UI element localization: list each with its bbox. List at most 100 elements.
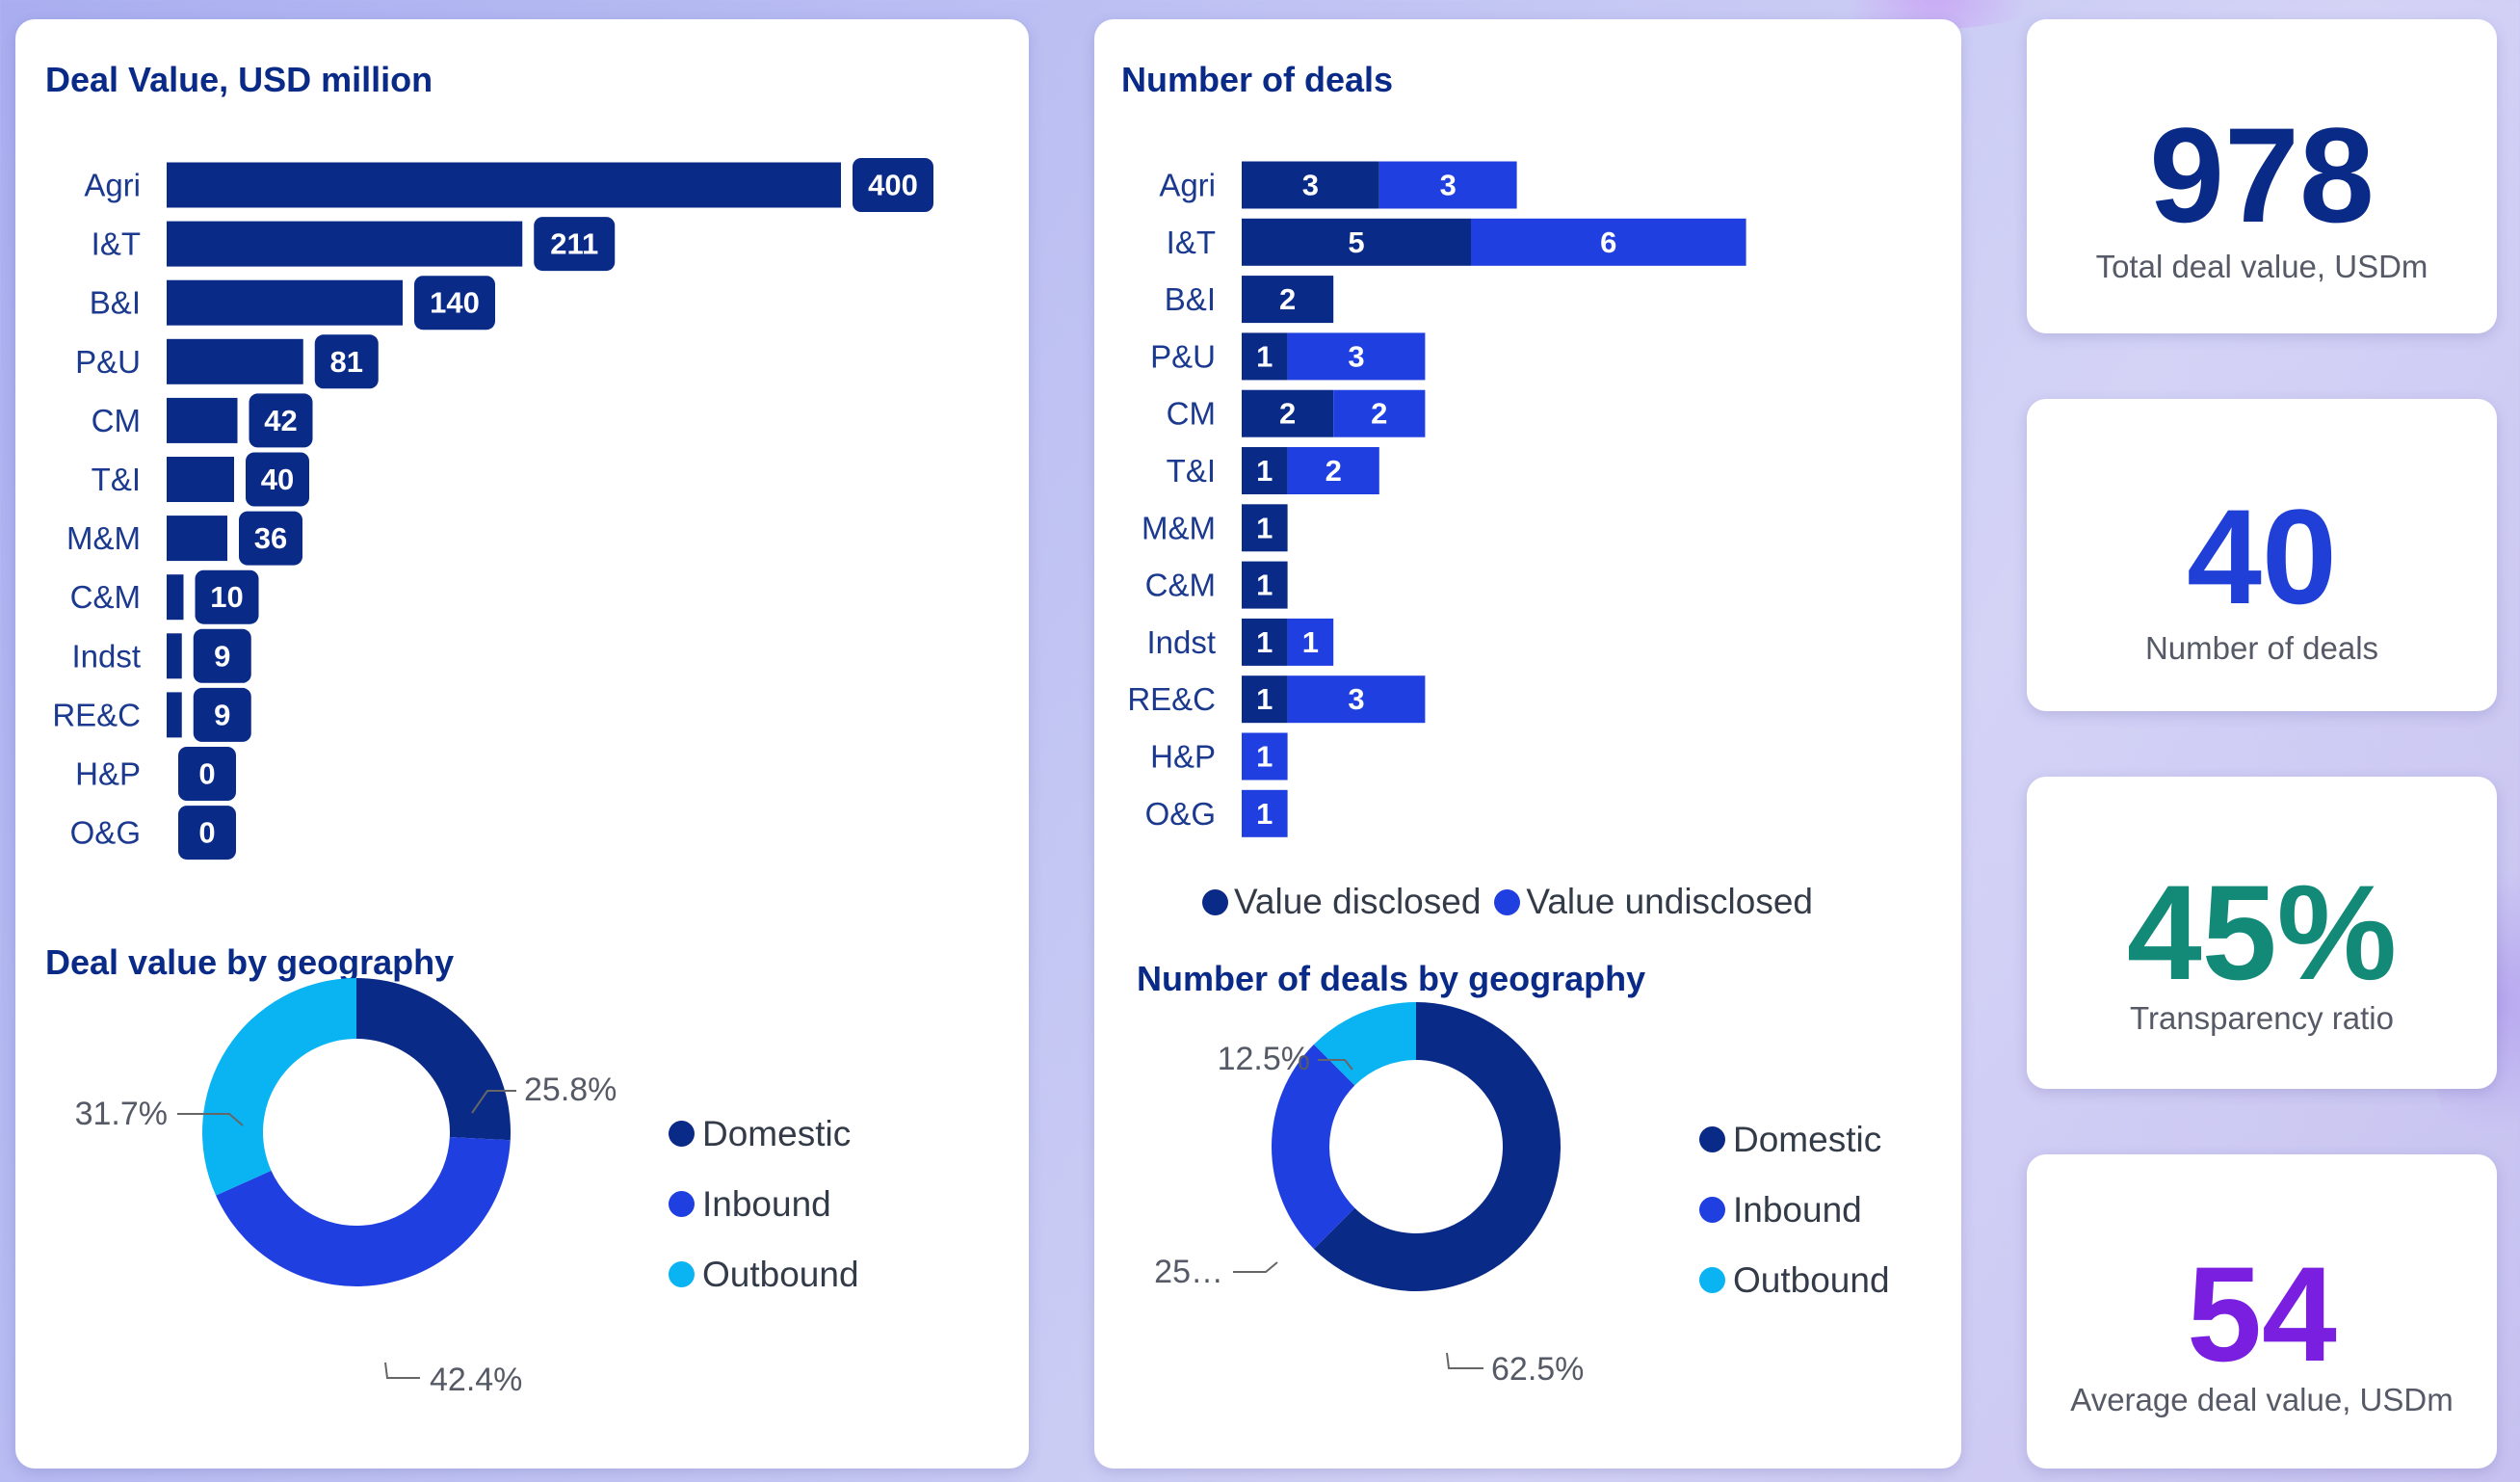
category-label: CM bbox=[1167, 396, 1216, 432]
kpi-card-total-value: 978 Total deal value, USDm bbox=[2027, 19, 2497, 333]
data-label: 25.8% bbox=[524, 1072, 617, 1108]
data-label: 1 bbox=[1256, 569, 1273, 602]
data-label: 0 bbox=[198, 816, 215, 850]
bar bbox=[167, 338, 303, 384]
legend-label: Inbound bbox=[1733, 1189, 1862, 1230]
bar bbox=[167, 279, 403, 326]
category-label: I&T bbox=[92, 226, 141, 262]
deal-count-geo-donut: 62.5% 25… 12.5% bbox=[1154, 1002, 1584, 1388]
data-label: 2 bbox=[1326, 454, 1342, 488]
deal-count-geo-title: Number of deals by geography bbox=[1137, 959, 1646, 998]
legend-label: Outbound bbox=[1733, 1259, 1890, 1300]
bar-undisclosed bbox=[1471, 218, 1746, 266]
bar-disclosed bbox=[1242, 504, 1288, 552]
data-label: 42.4% bbox=[430, 1362, 522, 1398]
legend-label: Value undisclosed bbox=[1526, 882, 1813, 921]
category-label: RE&C bbox=[52, 697, 141, 732]
category-label: P&U bbox=[1150, 338, 1216, 374]
data-label: 2 bbox=[1371, 397, 1387, 431]
bar-undisclosed bbox=[1242, 789, 1288, 837]
leader-line bbox=[471, 1090, 516, 1114]
legend-item-value-undisclosed[interactable]: Value undisclosed bbox=[1494, 882, 1813, 922]
data-label: 10 bbox=[210, 580, 243, 614]
bar-undisclosed bbox=[1287, 675, 1426, 724]
legend-item-value-disclosed[interactable]: Value disclosed bbox=[1202, 882, 1481, 922]
category-label: H&P bbox=[1150, 739, 1216, 775]
data-label: 40 bbox=[261, 463, 294, 496]
data-label: 140 bbox=[430, 286, 480, 320]
data-label-box bbox=[239, 511, 302, 566]
data-label: 1 bbox=[1256, 740, 1273, 774]
category-label: O&G bbox=[70, 815, 141, 851]
data-label: 3 bbox=[1302, 169, 1319, 202]
deal-count-panel: Number of deals Agri 3 3 I&T 5 6 B&I 2 P&U 1 3 CM 2 2… bbox=[1094, 19, 1961, 1469]
bar bbox=[167, 162, 841, 208]
kpi-card-transparency: 45% Transparency ratio bbox=[2027, 777, 2497, 1089]
leader-line bbox=[177, 1113, 244, 1126]
kpi-card-average-value: 54 Average deal value, USDm bbox=[2027, 1154, 2497, 1469]
legend-dot bbox=[1202, 888, 1228, 915]
legend-item-outbound[interactable]: Outbound bbox=[1699, 1245, 1890, 1315]
data-label: 400 bbox=[868, 169, 918, 202]
data-label-box bbox=[249, 393, 313, 448]
kpi-label: Total deal value, USDm bbox=[2095, 249, 2428, 284]
category-label: C&M bbox=[1145, 568, 1216, 603]
data-label: 6 bbox=[1600, 225, 1616, 259]
category-label: H&P bbox=[75, 756, 141, 792]
deal-value-panel: Deal Value, USD million Agri 400 I&T 211 B&I… bbox=[15, 19, 1029, 1469]
bar bbox=[167, 516, 227, 562]
bar-disclosed bbox=[1242, 276, 1334, 324]
deal-value-geo-donut: 25.8% 42.4% 31.7% bbox=[75, 978, 617, 1398]
data-label: 62.5% bbox=[1491, 1351, 1584, 1388]
data-label: 1 bbox=[1256, 339, 1273, 373]
legend-label: Outbound bbox=[702, 1254, 859, 1294]
category-label: CM bbox=[92, 403, 141, 438]
bar bbox=[167, 633, 182, 679]
donut-slice-outbound bbox=[1313, 1002, 1416, 1086]
bar-undisclosed bbox=[1287, 332, 1426, 381]
data-label: 36 bbox=[254, 521, 287, 555]
bar-disclosed bbox=[1242, 389, 1334, 437]
deal-value-title: Deal Value, USD million bbox=[45, 60, 433, 99]
bar-disclosed bbox=[1242, 618, 1288, 666]
category-label: C&M bbox=[70, 579, 141, 615]
data-label: 81 bbox=[330, 345, 363, 379]
deal-count-geo-legend: Domestic Inbound Outbound bbox=[1699, 1104, 1890, 1315]
legend-item-domestic[interactable]: Domestic bbox=[669, 1098, 859, 1169]
data-label-box bbox=[246, 452, 309, 507]
legend-dot bbox=[1494, 888, 1521, 915]
data-label: 2 bbox=[1279, 397, 1296, 431]
kpi-label: Average deal value, USDm bbox=[2070, 1382, 2454, 1417]
donut-slice-outbound bbox=[201, 978, 356, 1196]
leader-line bbox=[1233, 1261, 1278, 1273]
legend-item-inbound[interactable]: Inbound bbox=[669, 1169, 859, 1239]
data-label: 9 bbox=[214, 698, 230, 731]
kpi-label: Number of deals bbox=[2144, 630, 2379, 666]
bar bbox=[167, 692, 182, 738]
donut-slice-domestic bbox=[1313, 1002, 1561, 1291]
legend-label: Domestic bbox=[1733, 1119, 1882, 1159]
data-label: 1 bbox=[1256, 682, 1273, 716]
kpi-card-deal-count: 40 Number of deals bbox=[2027, 399, 2497, 711]
data-label: 1 bbox=[1256, 797, 1273, 831]
kpi-value: 978 bbox=[2149, 99, 2375, 251]
legend-dot bbox=[1699, 1267, 1725, 1293]
legend-item-inbound[interactable]: Inbound bbox=[1699, 1175, 1890, 1245]
category-label: Agri bbox=[1159, 168, 1216, 203]
data-label: 12.5% bbox=[1218, 1041, 1310, 1077]
bar-disclosed bbox=[1242, 332, 1288, 381]
data-label-box bbox=[534, 217, 616, 272]
deal-value-bar-chart: Agri 400 I&T 211 B&I 140 P&U 81 CM 42 T&I 40 M&M 36 C&… bbox=[52, 158, 933, 860]
bar bbox=[167, 457, 234, 502]
legend-item-domestic[interactable]: Domestic bbox=[1699, 1104, 1890, 1175]
data-label: 211 bbox=[550, 227, 598, 261]
bar-disclosed bbox=[1242, 161, 1379, 209]
bar bbox=[167, 397, 238, 443]
kpi-value: 54 bbox=[2187, 1238, 2337, 1389]
data-label: 25… bbox=[1154, 1254, 1223, 1290]
data-label: 3 bbox=[1348, 682, 1364, 716]
kpi-value: 40 bbox=[2187, 481, 2337, 632]
category-label: B&I bbox=[1165, 281, 1216, 317]
legend-item-outbound[interactable]: Outbound bbox=[669, 1239, 859, 1310]
data-label: 1 bbox=[1256, 511, 1273, 544]
